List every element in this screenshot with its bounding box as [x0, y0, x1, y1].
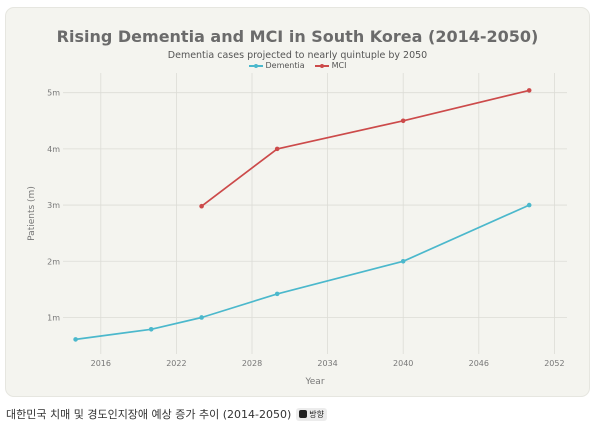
- figure-caption: 대한민국 치매 및 경도인지장애 예상 증가 추이 (2014-2050) 방향: [6, 406, 328, 422]
- legend-swatch-mci: [314, 62, 329, 70]
- x-tick-label-2034: 2034: [317, 359, 337, 368]
- chart-plot: 2016 2022 2028 2034 2040 2046 2052 1m 2m 3m 4m 5m Ye…: [27, 73, 567, 387]
- chart-legend: Dementia MCI: [6, 61, 589, 70]
- caption-badge[interactable]: 방향: [296, 407, 328, 421]
- y-tick-label-4: 4m: [47, 145, 60, 154]
- data-point-dementia-2014: [73, 337, 78, 342]
- legend-label-mci: MCI: [331, 61, 347, 70]
- x-tick-label-2016: 2016: [91, 359, 111, 368]
- y-tick-label-2: 2m: [47, 257, 60, 266]
- data-point-dementia-2050: [526, 202, 532, 208]
- y-tick-label-1: 1m: [47, 313, 60, 322]
- legend-entry-mci[interactable]: MCI: [314, 61, 347, 70]
- chart-title: Rising Dementia and MCI in South Korea (…: [56, 27, 539, 46]
- legend-swatch-dementia: [248, 62, 263, 70]
- data-point-mci-2024: [199, 203, 204, 209]
- y-tick-label-3: 3m: [47, 201, 60, 210]
- data-point-dementia-2020: [148, 326, 154, 332]
- badge-icon: [299, 410, 308, 418]
- data-point-mci-2030: [274, 146, 280, 152]
- x-tick-label-2028: 2028: [242, 359, 262, 368]
- x-tick-label-2040: 2040: [393, 359, 413, 368]
- x-axis-title: Year: [304, 377, 324, 387]
- caption-text: 대한민국 치매 및 경도인지장애 예상 증가 추이 (2014-2050): [6, 408, 292, 421]
- legend-entry-dementia[interactable]: Dementia: [248, 61, 305, 70]
- y-axis-title: Patients (m): [27, 186, 37, 241]
- x-tick-label-2022: 2022: [166, 359, 186, 368]
- chart-subtitle: Dementia cases projected to nearly quint…: [167, 50, 428, 61]
- series-line-mci: [201, 89, 530, 207]
- series-line-dementia: [75, 204, 530, 341]
- x-tick-label-2052: 2052: [544, 359, 564, 368]
- y-tick-label-5: 5m: [47, 89, 60, 98]
- data-point-dementia-2024: [199, 315, 204, 320]
- data-point-dementia-2030: [274, 291, 280, 297]
- data-point-mci-2040: [400, 118, 406, 124]
- legend-label-dementia: Dementia: [265, 61, 305, 70]
- caption-badge-label: 방향: [309, 409, 325, 419]
- data-point-dementia-2040: [400, 258, 406, 264]
- chart-card: Rising Dementia and MCI in South Korea (…: [5, 7, 590, 397]
- x-tick-label-2046: 2046: [469, 359, 489, 368]
- data-point-mci-2050: [526, 88, 532, 93]
